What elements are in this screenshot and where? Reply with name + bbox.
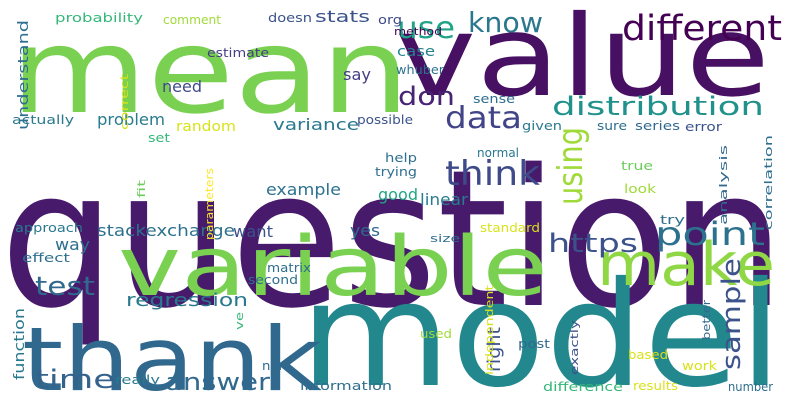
word-cloud-word: analysis [717, 145, 730, 225]
word-cloud-word: question [0, 129, 785, 350]
word-cloud-word: model [300, 251, 782, 405]
word-cloud-word: difference [543, 380, 623, 394]
word-cloud-word: work [682, 359, 717, 373]
word-cloud-word: org [378, 13, 402, 27]
word-cloud-word: distribution [552, 92, 764, 122]
word-cloud-word: linear [420, 190, 468, 209]
word-cloud-word: better [700, 299, 713, 340]
word-cloud-word: normal [477, 146, 519, 160]
word-cloud-word: standard [480, 221, 540, 235]
word-cloud-word: answer [165, 368, 270, 396]
word-cloud-word: example [266, 180, 341, 199]
word-cloud-word: way [55, 235, 90, 254]
word-cloud-word: test [35, 272, 95, 302]
word-cloud-word: using [551, 127, 591, 205]
word-cloud-word: ve [233, 312, 246, 330]
word-cloud-word: stats [315, 7, 370, 26]
word-cloud-word: try [660, 213, 685, 227]
word-cloud-word: good [378, 185, 418, 204]
word-cloud-word: point [655, 215, 765, 253]
word-cloud-word: non [262, 359, 287, 373]
word-cloud-word: estimate [207, 46, 269, 60]
word-cloud-word: second [248, 273, 298, 287]
word-cloud-word: say [343, 65, 371, 84]
word-cloud-word: true [621, 159, 653, 173]
word-cloud-word: number [728, 380, 773, 394]
word-cloud-word: whuber [396, 63, 444, 77]
word-cloud-word: used [420, 327, 452, 341]
word-cloud-word: doesn [268, 11, 312, 25]
word-cloud-word: set [148, 131, 170, 145]
word-cloud-word: mean [10, 2, 410, 140]
word-cloud-word: variance [273, 115, 359, 134]
word-cloud-word: method [394, 25, 442, 38]
word-cloud-word: effect [22, 251, 70, 265]
word-cloud-word: need [162, 77, 202, 96]
word-cloud-word: data [445, 101, 522, 136]
word-cloud-word: series [635, 119, 680, 133]
word-cloud-word: really [115, 373, 160, 387]
word-cloud-word: regression [126, 290, 248, 311]
word-cloud-word: don [398, 82, 455, 112]
word-cloud-word: want [233, 222, 273, 241]
word-cloud-word: actually [12, 113, 74, 127]
word-cloud-word: independent [483, 284, 496, 375]
word-cloud-word: know [468, 6, 543, 39]
word-cloud-word: look [624, 182, 656, 196]
word-cloud-word: time [35, 365, 115, 395]
word-cloud-word: post [518, 337, 550, 351]
word-cloud-word: trying [375, 165, 417, 179]
word-cloud-word: sure [597, 119, 627, 133]
word-cloud-word: think [445, 154, 540, 194]
word-cloud-word: parameters [203, 168, 216, 240]
word-cloud-word: understand [16, 20, 32, 130]
word-cloud-word: different [622, 9, 782, 49]
word-cloud-word: results [633, 379, 678, 393]
word-cloud-word: correlation [762, 135, 775, 230]
word-cloud-word: stackexchange [97, 221, 235, 240]
word-cloud-word: case [397, 44, 435, 60]
word-cloud-word: make [597, 230, 775, 300]
word-cloud-word: error [685, 120, 722, 134]
word-cloud-word: function [12, 308, 28, 380]
word-cloud-word: correct [118, 73, 131, 130]
word-cloud-word: based [628, 348, 668, 362]
word-cloud-word: exactly [568, 319, 581, 375]
word-cloud-word: probability [55, 11, 143, 25]
word-cloud-word: yes [350, 221, 380, 240]
word-cloud-word: approach [15, 221, 83, 235]
word-cloud-word: random [176, 119, 236, 135]
word-cloud-word: fit [135, 179, 148, 198]
word-cloud-word: problem [97, 110, 165, 129]
word-cloud-word: value [395, 0, 770, 122]
word-cloud-word: comment [163, 13, 221, 27]
word-cloud-word: https [548, 229, 638, 259]
word-cloud-word: size [430, 232, 460, 245]
word-cloud-word: sample [717, 258, 747, 370]
word-cloud-word: help [385, 151, 417, 165]
word-cloud-word: use [397, 11, 455, 46]
word-cloud-word: right [484, 327, 505, 372]
word-cloud-word: matrix [267, 261, 311, 275]
word-cloud-word: sense [473, 92, 515, 106]
word-cloud-word: thank [22, 308, 322, 405]
word-cloud-word: variable [118, 220, 548, 315]
word-cloud-word: given [522, 119, 562, 133]
word-cloud-word: information [300, 379, 392, 393]
word-cloud-word: possible [357, 113, 413, 127]
